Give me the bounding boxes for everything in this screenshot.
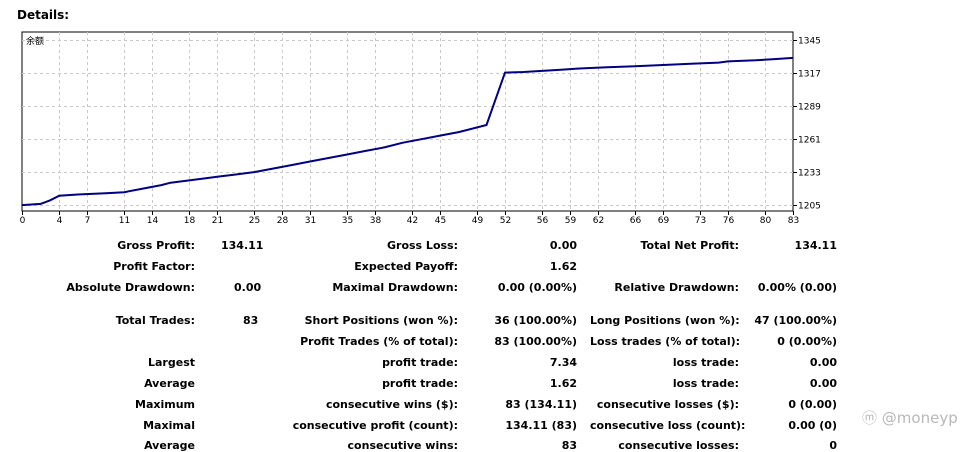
relative-drawdown-value: 0.00% (0.00): [757, 281, 837, 294]
average-consecutive-wins-value: 83: [561, 439, 577, 452]
x-tick-label: 0: [20, 216, 26, 226]
x-tick-label: 62: [593, 216, 604, 226]
x-tick-label: 49: [472, 216, 484, 226]
balance-chart: 0 4 7 11 14 18 21 25 28 31 35 38 42 45 49 52 56 59 62 66 69 7…: [20, 31, 821, 226]
short-positions-value: 36 (100.00%): [494, 314, 577, 327]
profit-trades-value: 83 (100.00%): [494, 335, 577, 348]
x-tick-label: 45: [435, 216, 446, 226]
average-profit-label: profit trade:: [382, 377, 458, 390]
maximal-drawdown-value: 0.00 (0.00%): [497, 281, 577, 294]
loss-trades-value: 0 (0.00%): [777, 335, 837, 348]
y-tick-label: 1345: [798, 37, 821, 47]
x-tick-label: 66: [630, 216, 642, 226]
y-tick-label: 1261: [798, 136, 821, 146]
long-positions-label: Long Positions (won %):: [590, 314, 740, 327]
profit-trades-label: Profit Trades (% of total):: [300, 335, 458, 348]
x-tick-label: 28: [277, 216, 289, 226]
y-tick-label: 1317: [798, 70, 821, 80]
absolute-drawdown-value: 0.00: [234, 281, 262, 294]
average-consecutive-wins-label: consecutive wins:: [347, 439, 458, 452]
x-tick-label: 25: [249, 216, 260, 226]
x-tick-label: 4: [57, 216, 63, 226]
x-tick-label: 35: [342, 216, 353, 226]
x-tick-label: 73: [695, 216, 706, 226]
largest-profit-label: profit trade:: [382, 356, 458, 369]
maximum-wins-value: 83 (134.11): [505, 398, 577, 411]
average-consecutive-label: Average: [144, 439, 195, 452]
gross-loss-value: 0.00: [549, 239, 577, 252]
average-label: Average: [144, 377, 195, 390]
gross-profit-label: Gross Profit:: [117, 239, 195, 252]
x-tick-label: 42: [407, 216, 418, 226]
chart-series-label: 余额: [26, 35, 44, 47]
balance-line: [21, 56, 794, 207]
relative-drawdown-label: Relative Drawdown:: [614, 281, 739, 294]
x-tick-label: 11: [119, 216, 130, 226]
x-tick-label: 31: [305, 216, 316, 226]
weibo-icon: ⓜ: [862, 409, 878, 427]
total-trades-value: 83: [243, 314, 259, 327]
gross-profit-value: 134.11: [221, 239, 264, 252]
x-tick-label: 38: [370, 216, 382, 226]
largest-loss-value: 0.00: [809, 356, 837, 369]
x-tick-label: 76: [723, 216, 735, 226]
maximum-losses-value: 0 (0.00): [788, 398, 837, 411]
average-loss-value: 0.00: [809, 377, 837, 390]
x-tick-label: 56: [537, 216, 549, 226]
details-title: Details:: [17, 8, 70, 22]
average-profit-value: 1.62: [549, 377, 577, 390]
maximal-loss-value: 0.00 (0): [788, 419, 837, 432]
x-tick-label: 14: [147, 216, 159, 226]
maximum-label: Maximum: [135, 398, 195, 411]
x-tick-label: 18: [184, 216, 196, 226]
short-positions-label: Short Positions (won %):: [304, 314, 458, 327]
chart-plot-area: [21, 31, 794, 212]
expected-payoff-value: 1.62: [549, 260, 577, 273]
x-tick-label: 80: [760, 216, 772, 226]
loss-trades-label: Loss trades (% of total):: [590, 335, 741, 348]
largest-label: Largest: [148, 356, 195, 369]
profit-factor-label: Profit Factor:: [113, 260, 195, 273]
watermark: ⓜ @moneyp: [862, 407, 958, 428]
total-net-profit-value: 134.11: [794, 239, 837, 252]
long-positions-value: 47 (100.00%): [754, 314, 837, 327]
x-tick-label: 52: [500, 216, 511, 226]
maximum-losses-label: consecutive losses ($):: [596, 398, 739, 411]
y-tick-label: 1233: [798, 169, 821, 179]
total-net-profit-label: Total Net Profit:: [640, 239, 740, 252]
x-tick-label: 7: [85, 216, 91, 226]
absolute-drawdown-label: Absolute Drawdown:: [66, 281, 195, 294]
expected-payoff-label: Expected Payoff:: [354, 260, 458, 273]
total-trades-label: Total Trades:: [115, 314, 195, 327]
average-loss-label: loss trade:: [672, 377, 739, 390]
watermark-text: @moneyp: [881, 409, 958, 427]
maximal-profit-value: 134.11 (83): [505, 419, 577, 432]
x-tick-label: 59: [565, 216, 577, 226]
largest-profit-value: 7.34: [549, 356, 577, 369]
average-consecutive-losses-label: consecutive losses:: [618, 439, 739, 452]
maximal-profit-label: consecutive profit (count):: [292, 419, 458, 432]
x-tick-label: 83: [788, 216, 799, 226]
average-consecutive-losses-value: 0: [829, 439, 837, 452]
gross-loss-label: Gross Loss:: [387, 239, 458, 252]
maximal-label: Maximal: [143, 419, 195, 432]
x-tick-label: 21: [212, 216, 223, 226]
maximum-wins-label: consecutive wins ($):: [325, 398, 458, 411]
y-tick-label: 1205: [798, 202, 821, 212]
x-tick-label: 69: [658, 216, 670, 226]
y-tick-label: 1289: [798, 103, 821, 113]
maximal-drawdown-label: Maximal Drawdown:: [332, 281, 458, 294]
maximal-loss-label: consecutive loss (count):: [590, 419, 746, 432]
largest-loss-label: loss trade:: [672, 356, 739, 369]
